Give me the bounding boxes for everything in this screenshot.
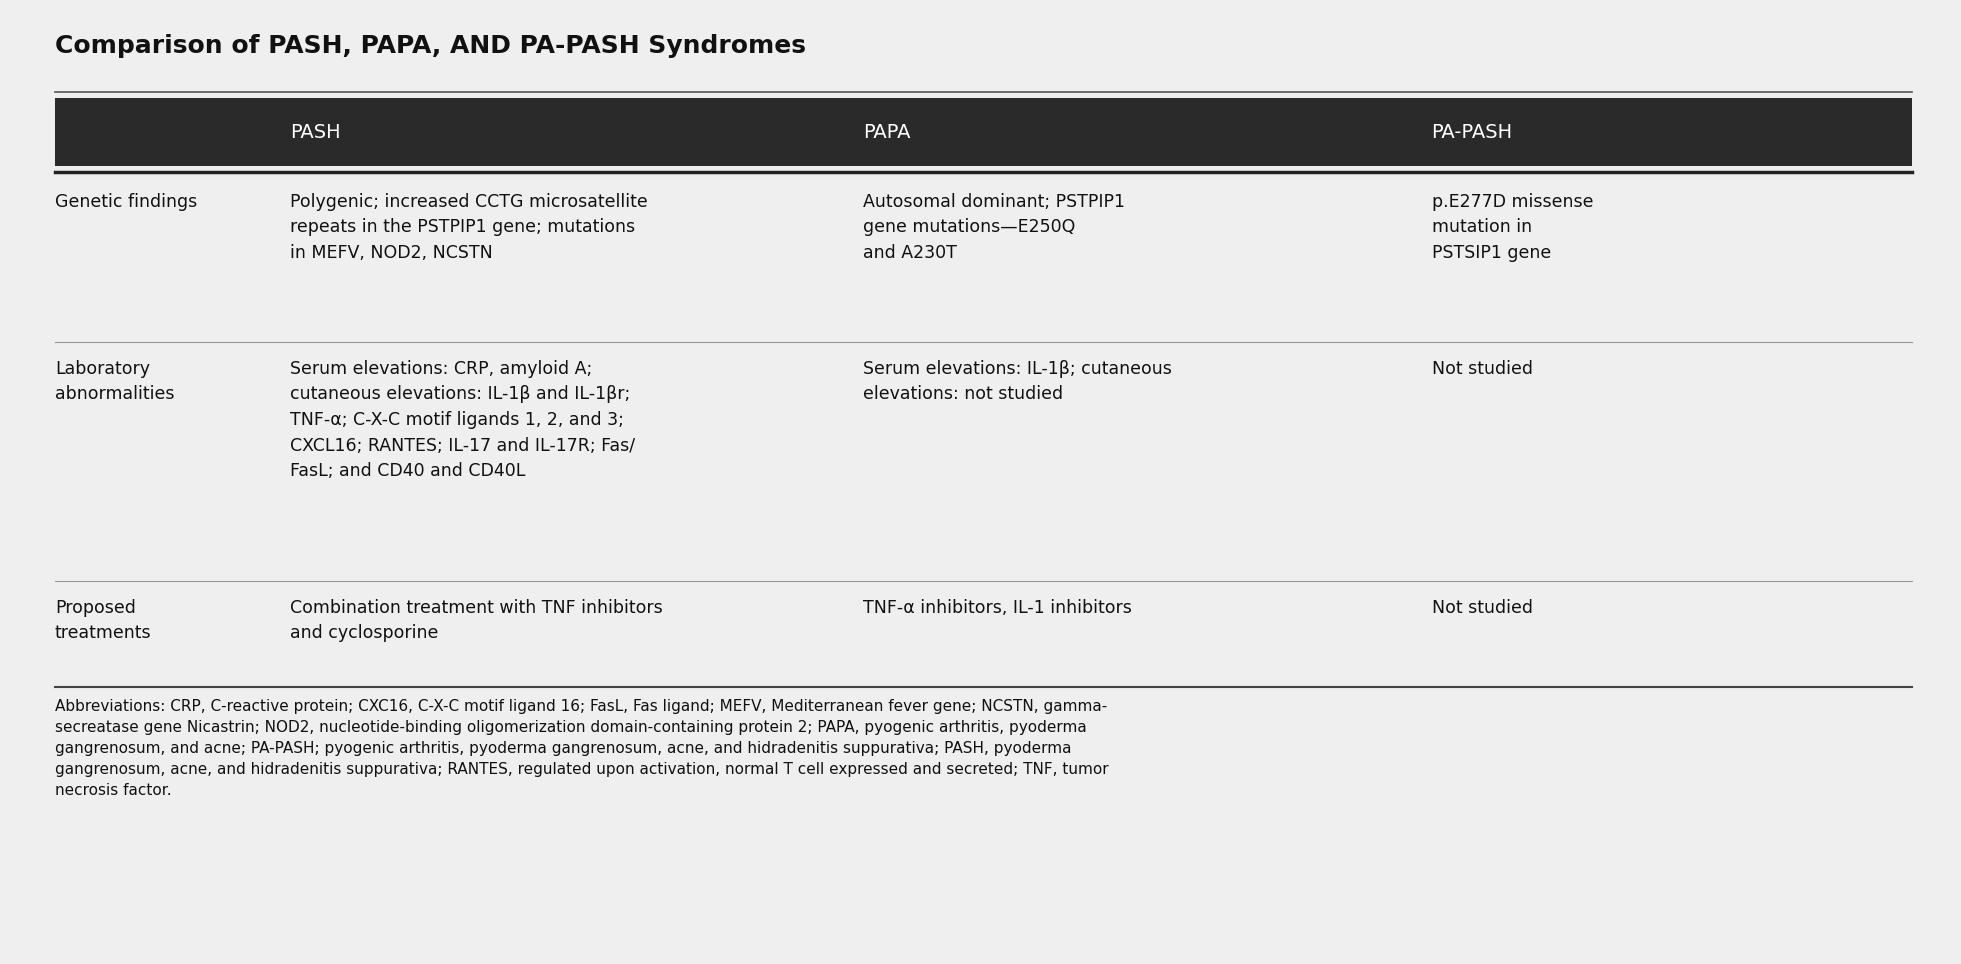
Text: Proposed
treatments: Proposed treatments <box>55 599 151 642</box>
Text: Polygenic; increased CCTG microsatellite
repeats in the PSTPIP1 gene; mutations
: Polygenic; increased CCTG microsatellite… <box>290 193 647 262</box>
Text: Not studied: Not studied <box>1432 599 1534 617</box>
Text: Laboratory
abnormalities: Laboratory abnormalities <box>55 360 175 403</box>
Text: PASH: PASH <box>290 122 341 142</box>
Text: p.E277D missense
mutation in
PSTSIP1 gene: p.E277D missense mutation in PSTSIP1 gen… <box>1432 193 1592 262</box>
Text: Serum elevations: IL-1β; cutaneous
elevations: not studied: Serum elevations: IL-1β; cutaneous eleva… <box>863 360 1173 403</box>
Text: Comparison of PASH, PAPA, AND PA-PASH Syndromes: Comparison of PASH, PAPA, AND PA-PASH Sy… <box>55 34 806 58</box>
Text: PAPA: PAPA <box>863 122 910 142</box>
Text: PA-PASH: PA-PASH <box>1432 122 1512 142</box>
Text: Serum elevations: CRP, amyloid A;
cutaneous elevations: IL-1β and IL-1βr;
TNF-α;: Serum elevations: CRP, amyloid A; cutane… <box>290 360 635 480</box>
Text: Autosomal dominant; PSTPIP1
gene mutations—E250Q
and A230T: Autosomal dominant; PSTPIP1 gene mutatio… <box>863 193 1126 262</box>
Text: Combination treatment with TNF inhibitors
and cyclosporine: Combination treatment with TNF inhibitor… <box>290 599 663 642</box>
Text: Genetic findings: Genetic findings <box>55 193 198 211</box>
FancyBboxPatch shape <box>55 98 1912 166</box>
Text: Not studied: Not studied <box>1432 360 1534 378</box>
Text: TNF-α inhibitors, IL-1 inhibitors: TNF-α inhibitors, IL-1 inhibitors <box>863 599 1131 617</box>
Text: Abbreviations: CRP, C-reactive protein; CXC16, C-X-C motif ligand 16; FasL, Fas : Abbreviations: CRP, C-reactive protein; … <box>55 699 1108 798</box>
